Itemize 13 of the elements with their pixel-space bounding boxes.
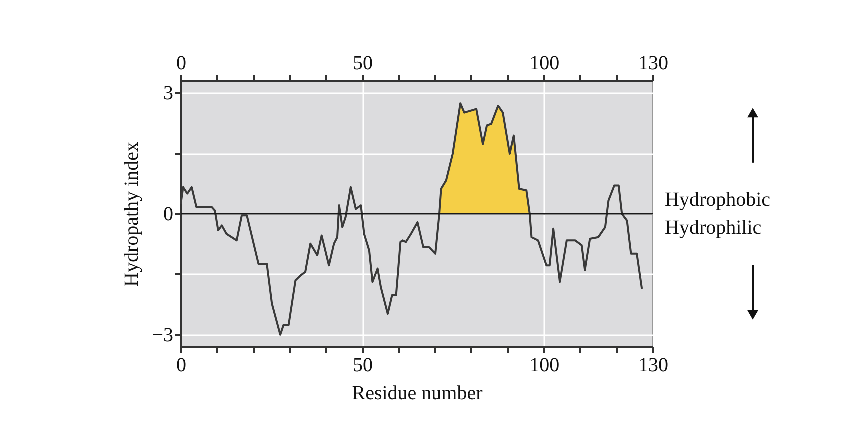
text: Hydrophobic bbox=[665, 189, 771, 211]
y-tick-label: 3 bbox=[164, 82, 174, 105]
x2-tick-label: 50 bbox=[353, 52, 374, 74]
x-tick-label: 130 bbox=[638, 354, 668, 376]
y-tick-label: −3 bbox=[152, 324, 174, 346]
x-tick-label: 50 bbox=[353, 354, 374, 376]
y-axis-title: Hydropathy index bbox=[121, 142, 144, 287]
x-tick-label: 100 bbox=[530, 354, 560, 376]
y-tick-label: 0 bbox=[164, 204, 174, 226]
x-axis-title: Residue number bbox=[352, 382, 484, 404]
x2-tick-label: 100 bbox=[530, 52, 560, 74]
text: Hydrophilic bbox=[665, 217, 762, 239]
x2-tick-label: 130 bbox=[638, 52, 668, 74]
